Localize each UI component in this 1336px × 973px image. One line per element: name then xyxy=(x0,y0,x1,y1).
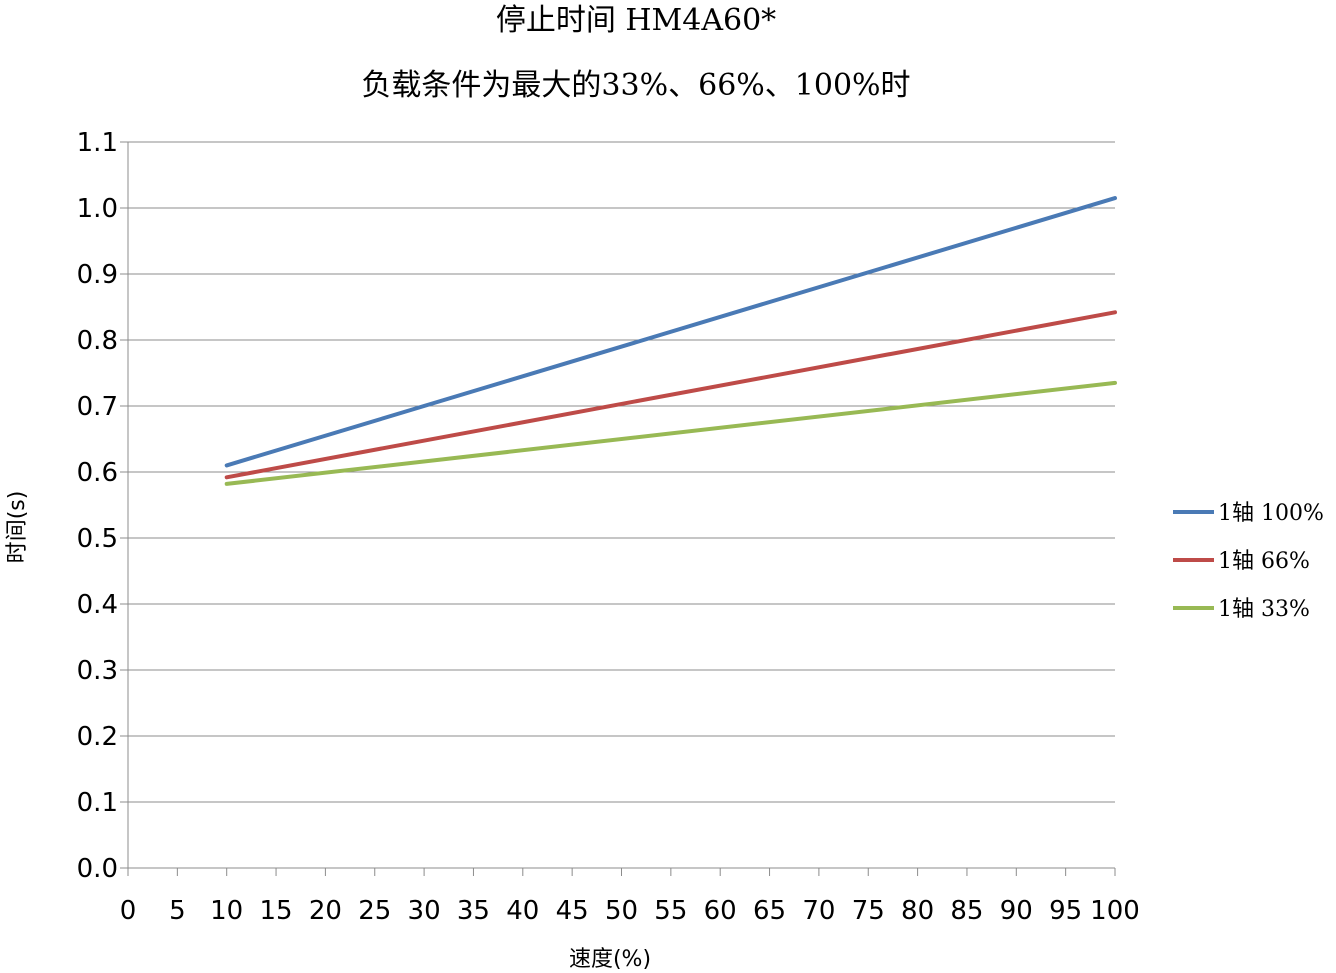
x-tick-label: 45 xyxy=(556,896,589,926)
x-axis-ticks: 0 5 10 15 20 25 30 35 40 45 50 55 60 65 70 75 80 85 90 95 10… xyxy=(120,868,1140,926)
x-tick-label: 55 xyxy=(654,896,687,926)
x-tick-label: 100 xyxy=(1090,896,1140,926)
x-tick-label: 95 xyxy=(1049,896,1082,926)
series-line-0 xyxy=(224,196,1117,468)
y-tick-label: 0.1 xyxy=(77,788,118,818)
x-tick-label: 25 xyxy=(358,896,391,926)
x-tick-label: 85 xyxy=(950,896,983,926)
y-tick-label: 0.4 xyxy=(77,590,118,620)
y-axis-label: 时间(s) xyxy=(5,491,30,564)
legend-label-2: 1轴 33% xyxy=(1218,597,1310,622)
chart-subtitle: 负载条件为最大的33%、66%、100%时 xyxy=(361,68,910,103)
y-axis-ticks: 0.0 0.1 0.2 0.3 0.4 0.5 0.6 0.7 0.8 0.9 1.0 1.1 xyxy=(77,128,128,884)
x-tick-label: 35 xyxy=(457,896,490,926)
y-tick-label: 0.3 xyxy=(77,656,118,686)
series-lines xyxy=(224,196,1117,486)
x-tick-label: 65 xyxy=(753,896,786,926)
chart-title: 停止时间 HM4A60* xyxy=(496,3,776,38)
x-tick-label: 0 xyxy=(120,896,137,926)
series-line-2 xyxy=(224,380,1117,486)
x-tick-label: 50 xyxy=(605,896,638,926)
legend-label-0: 1轴 100% xyxy=(1218,501,1324,526)
x-axis-label: 速度(%) xyxy=(569,947,651,972)
y-tick-label: 0.7 xyxy=(77,392,118,422)
x-tick-label: 70 xyxy=(802,896,835,926)
axes xyxy=(127,142,1115,869)
y-tick-label: 0.0 xyxy=(77,854,118,884)
x-tick-label: 15 xyxy=(260,896,293,926)
series-line-1 xyxy=(224,310,1117,480)
gridlines xyxy=(128,141,1115,803)
y-tick-label: 1.0 xyxy=(77,194,118,224)
x-tick-label: 10 xyxy=(210,896,243,926)
legend-label-1: 1轴 66% xyxy=(1218,549,1310,574)
y-tick-label: 0.6 xyxy=(77,458,118,488)
x-tick-label: 5 xyxy=(169,896,186,926)
x-tick-label: 40 xyxy=(506,896,539,926)
y-tick-label: 0.8 xyxy=(77,326,118,356)
y-tick-label: 0.2 xyxy=(77,722,118,752)
y-tick-label: 0.5 xyxy=(77,524,118,554)
x-tick-label: 20 xyxy=(309,896,342,926)
x-tick-label: 60 xyxy=(704,896,737,926)
y-tick-label: 1.1 xyxy=(77,128,118,158)
x-tick-label: 75 xyxy=(852,896,885,926)
legend: 1轴 100% 1轴 66% 1轴 33% xyxy=(1173,501,1324,622)
x-tick-label: 90 xyxy=(1000,896,1033,926)
x-tick-label: 80 xyxy=(901,896,934,926)
y-tick-label: 0.9 xyxy=(77,260,118,290)
x-tick-label: 30 xyxy=(408,896,441,926)
